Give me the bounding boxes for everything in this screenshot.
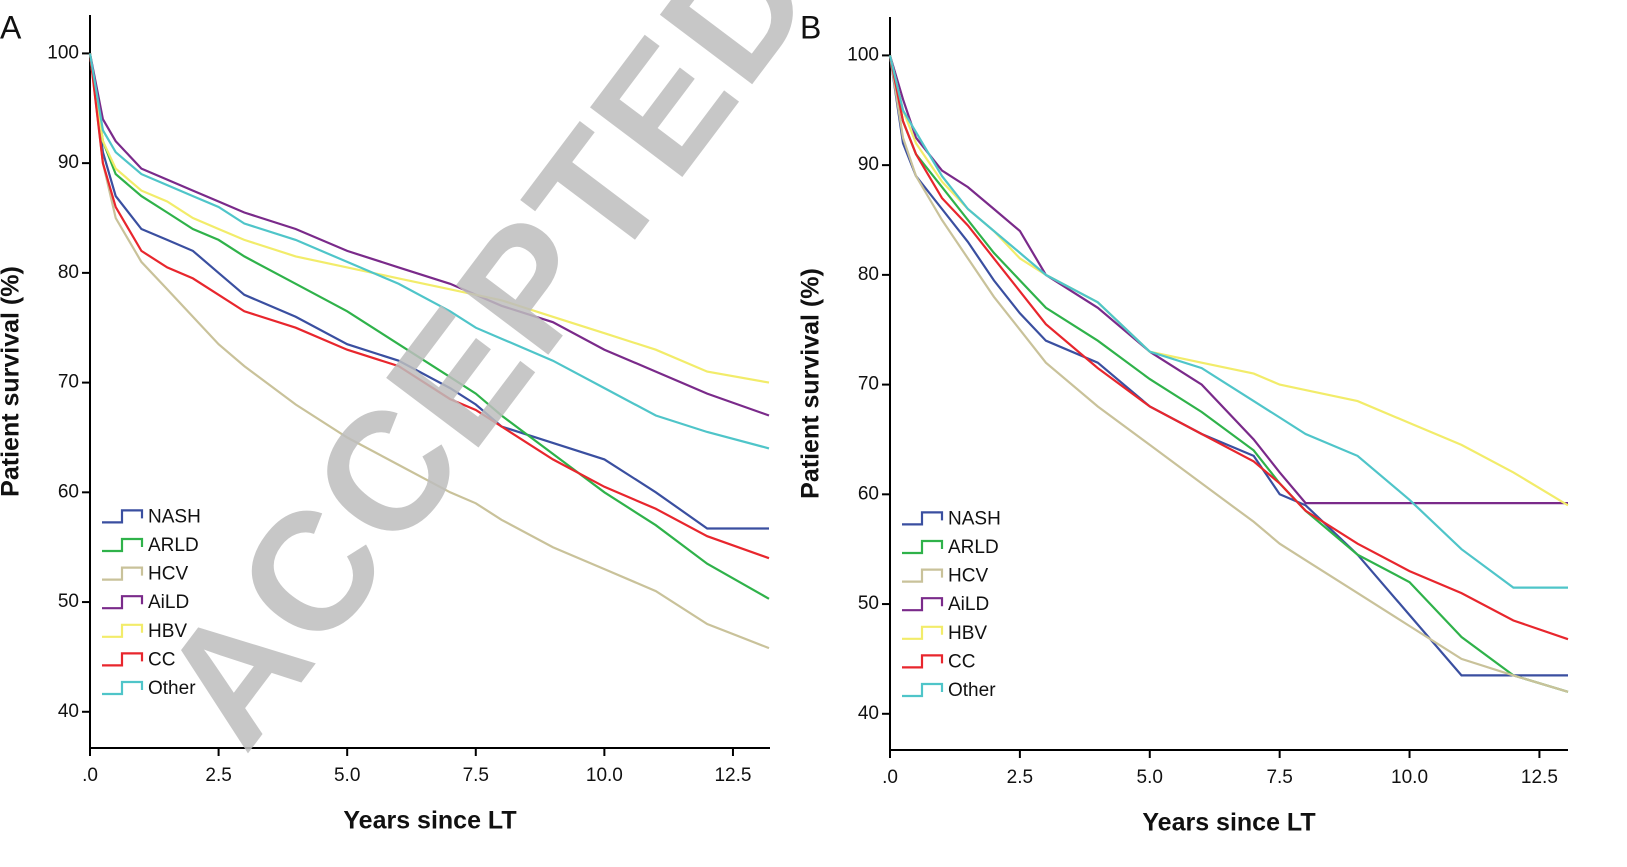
legend-swatch xyxy=(902,682,944,698)
watermark: ACCEPTED MANUSCRIPT xyxy=(124,0,1578,778)
y-tick-label: 60 xyxy=(858,483,879,504)
x-tick-label: 7.5 xyxy=(1266,767,1292,788)
legend-label: NASH xyxy=(148,506,201,527)
legend-label: AiLD xyxy=(948,594,989,615)
y-tick-label: 40 xyxy=(858,703,879,724)
survival-curve xyxy=(88,53,770,560)
legend-swatch xyxy=(102,680,144,696)
y-tick-label: 60 xyxy=(58,481,79,502)
x-tick-label: .0 xyxy=(882,767,898,788)
x-tick-label: 10.0 xyxy=(1391,767,1428,788)
legend-swatch xyxy=(902,568,944,583)
survival-curve xyxy=(888,55,1568,589)
y-tick-label: 90 xyxy=(58,152,79,173)
x-tick-label: 2.5 xyxy=(1007,767,1033,788)
y-tick-label: 100 xyxy=(47,42,79,63)
legend-label: NASH xyxy=(948,508,1001,529)
legend-label: HBV xyxy=(948,623,987,644)
legend-swatch xyxy=(102,623,144,638)
legend-swatch xyxy=(102,652,144,667)
legend-label: CC xyxy=(948,651,975,672)
legend-swatch xyxy=(902,597,944,612)
x-tick-label: 7.5 xyxy=(463,765,489,786)
legend-swatch xyxy=(102,537,144,553)
legend-label: AiLD xyxy=(148,592,189,613)
legend-swatch xyxy=(102,509,144,524)
survival-curve xyxy=(888,55,1569,693)
x-tick-label: 12.5 xyxy=(714,765,751,786)
legend-swatch xyxy=(902,654,944,669)
survival-curve xyxy=(888,55,1569,507)
survival-curve xyxy=(888,55,1569,693)
survival-curve xyxy=(888,55,1569,641)
legend-label: Other xyxy=(148,678,196,699)
survival-curve xyxy=(88,53,769,530)
panel: B 40 50 60 70 80 90 100 .0 2.5 5.0 7.5 10.0 12.5 Years… xyxy=(797,9,1569,837)
y-tick-label: 80 xyxy=(58,262,79,283)
panel-label: B xyxy=(800,9,821,45)
survival-curve xyxy=(88,53,770,384)
y-tick-label: 100 xyxy=(847,44,879,65)
x-axis-label: Years since LT xyxy=(1142,809,1315,837)
legend-swatch xyxy=(902,511,944,526)
legend-swatch xyxy=(102,566,144,581)
panel-label: A xyxy=(0,9,22,45)
x-tick-label: 5.0 xyxy=(334,765,360,786)
y-tick-label: 70 xyxy=(58,372,79,393)
legend-label: HCV xyxy=(148,564,188,585)
survival-curve xyxy=(88,53,770,650)
y-tick-label: 70 xyxy=(858,374,879,395)
x-tick-label: 10.0 xyxy=(586,765,623,786)
legend-swatch xyxy=(902,539,944,555)
panel: A 40 50 60 70 80 90 100 .0 2.5 5.0 7.5 10.0 12.5 Years… xyxy=(0,9,770,835)
x-tick-label: 2.5 xyxy=(205,765,231,786)
y-axis-label: Patient survival (%) xyxy=(797,268,825,499)
x-axis-label: Years since LT xyxy=(343,807,516,835)
legend-label: ARLD xyxy=(148,535,199,556)
legend-swatch xyxy=(102,595,144,610)
survival-curve xyxy=(88,53,770,450)
y-tick-label: 50 xyxy=(858,593,879,614)
y-tick-label: 90 xyxy=(858,154,879,175)
x-tick-label: 5.0 xyxy=(1137,767,1163,788)
legend-label: HCV xyxy=(948,566,988,587)
legend-label: ARLD xyxy=(948,537,999,558)
legend-swatch xyxy=(902,625,944,640)
legend-label: HBV xyxy=(148,621,187,642)
x-tick-label: .0 xyxy=(82,765,98,786)
y-tick-label: 50 xyxy=(58,591,79,612)
y-tick-label: 80 xyxy=(858,264,879,285)
y-tick-label: 40 xyxy=(58,701,79,722)
survival-curve xyxy=(888,55,1568,505)
y-axis-label: Patient survival (%) xyxy=(0,266,25,497)
legend-label: CC xyxy=(148,649,175,670)
survival-curve xyxy=(888,55,1568,677)
legend-label: Other xyxy=(948,680,996,701)
survival-curve xyxy=(88,53,770,600)
x-tick-label: 12.5 xyxy=(1521,767,1558,788)
survival-curve xyxy=(88,53,770,417)
